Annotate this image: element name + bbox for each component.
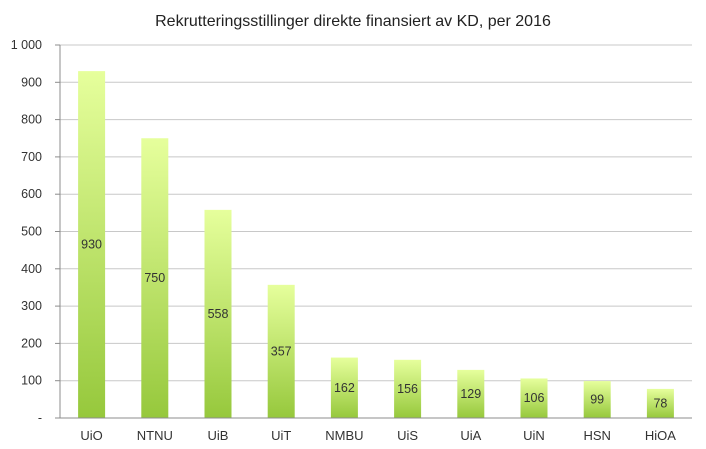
x-category-label: UiA <box>460 428 481 443</box>
data-label: 357 <box>271 344 292 358</box>
bar-uit <box>267 284 295 418</box>
x-category-label: NTNU <box>137 428 173 443</box>
data-label: 558 <box>208 307 229 321</box>
x-category-label: UiT <box>271 428 291 443</box>
data-label: 99 <box>590 393 604 407</box>
y-tick-label: - <box>38 411 42 425</box>
x-category-label: HSN <box>583 428 610 443</box>
x-category-label: HiOA <box>645 428 676 443</box>
bar-uia <box>457 369 485 418</box>
data-label: 78 <box>653 396 667 410</box>
bar-hsn <box>583 381 611 418</box>
y-tick-label: 500 <box>21 225 42 239</box>
bar-uio <box>78 71 106 419</box>
y-tick-label: 100 <box>21 374 42 388</box>
bar-uib <box>204 209 232 418</box>
chart-title: Rekrutteringsstillinger direkte finansie… <box>155 13 551 30</box>
bar-nmbu <box>330 357 358 418</box>
x-category-label: UiB <box>208 428 229 443</box>
y-tick-label: 300 <box>21 299 42 313</box>
bar-hioa <box>646 388 674 418</box>
x-category-label: NMBU <box>325 428 363 443</box>
y-tick-label: 900 <box>21 75 42 89</box>
data-label: 750 <box>144 271 165 285</box>
bar-uis <box>394 359 422 418</box>
bar-ntnu <box>141 138 169 418</box>
bar-uin <box>520 378 548 418</box>
y-tick-label: 200 <box>21 336 42 350</box>
y-tick-label: 600 <box>21 187 42 201</box>
data-label: 156 <box>397 382 418 396</box>
x-category-label: UiN <box>523 428 545 443</box>
y-tick-label: 1 000 <box>11 38 42 52</box>
data-label: 930 <box>81 238 102 252</box>
x-category-label: UiS <box>397 428 418 443</box>
x-category-label: UiO <box>80 428 102 443</box>
y-tick-label: 700 <box>21 150 42 164</box>
y-tick-label: 800 <box>21 113 42 127</box>
y-tick-label: 400 <box>21 262 42 276</box>
data-label: 162 <box>334 381 355 395</box>
data-label: 106 <box>524 391 545 405</box>
data-label: 129 <box>460 387 481 401</box>
